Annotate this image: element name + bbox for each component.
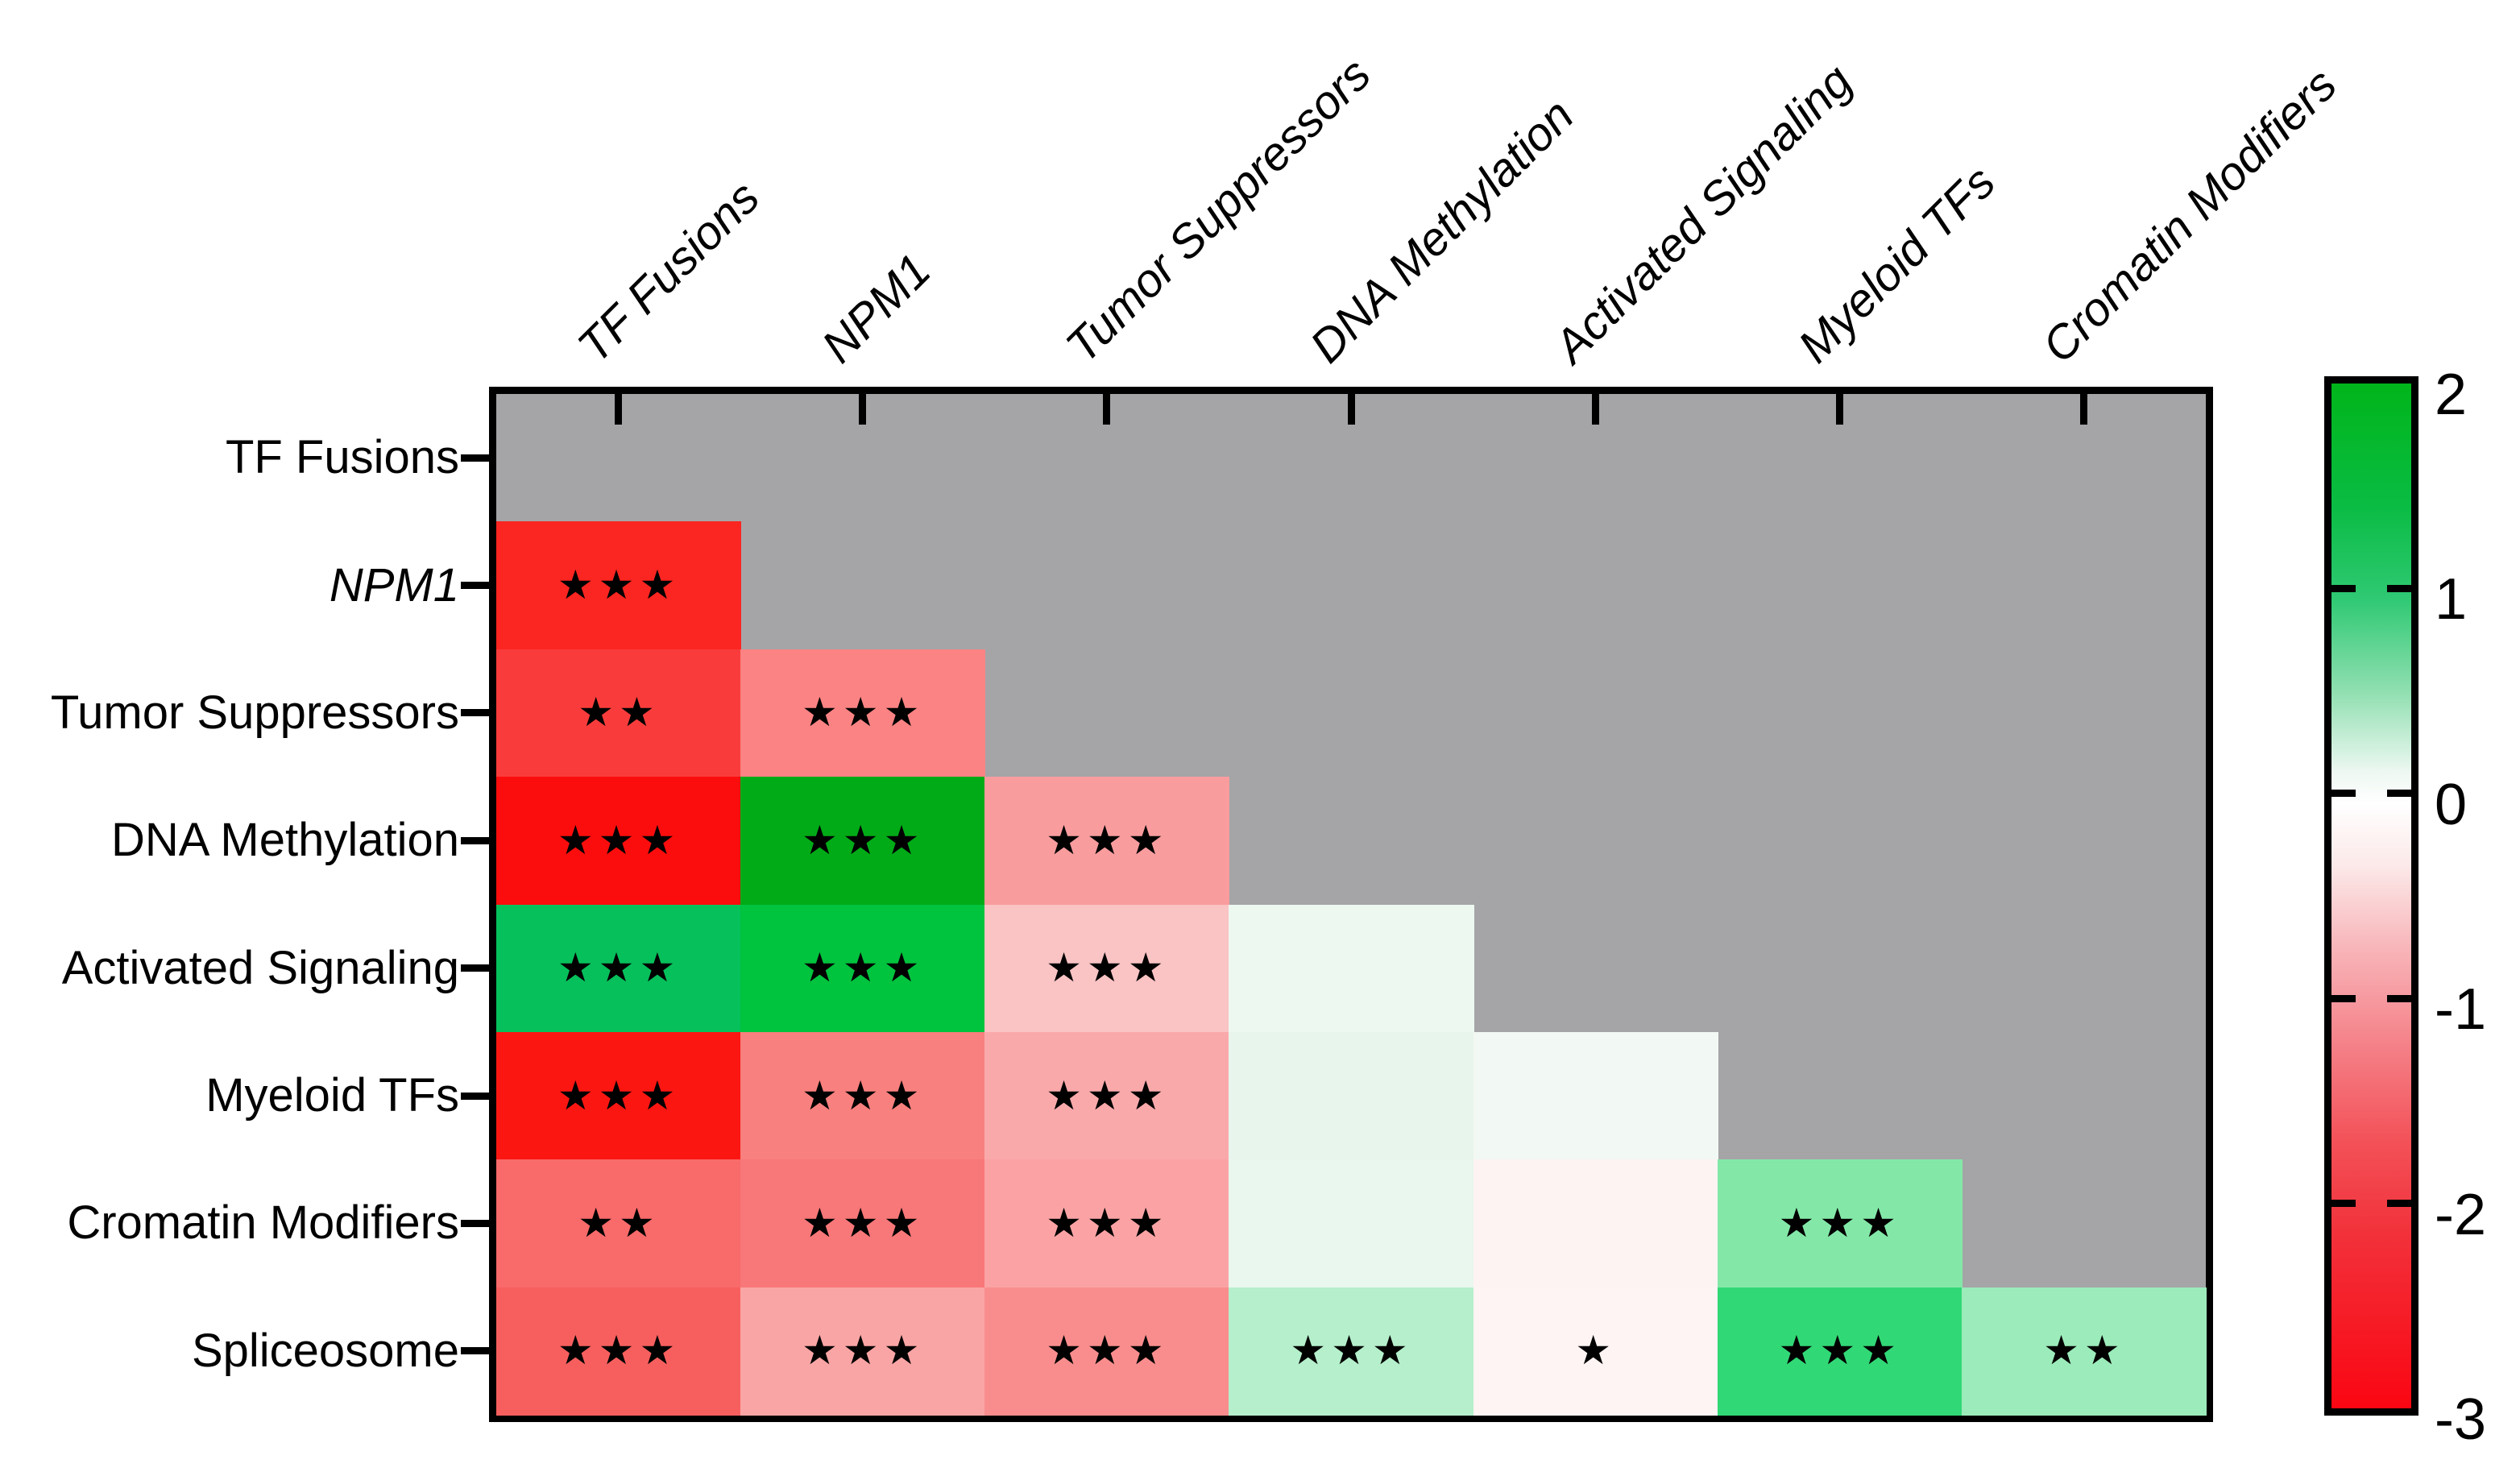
heatmap-cell: ★★★ [984,1031,1230,1161]
significance-stars: ★★★ [1778,1199,1902,1246]
heatmap-cell: ★★★ [1717,1287,1963,1416]
heatmap-cell [1229,904,1474,1033]
heatmap-cell: ★★★ [740,1287,986,1416]
heatmap-cell: ★★★ [984,904,1230,1033]
significance-stars: ★★★ [1046,1072,1169,1119]
colorbar [2324,376,2418,1416]
colorbar-tick [2387,994,2411,1002]
heatmap-cell: ★ [1473,1287,1718,1416]
heatmap-cell: ★★★ [496,904,742,1033]
heatmap-cell: ★★★ [496,521,742,650]
colorbar-tick-label: -2 [2435,1182,2487,1247]
colorbar-tick [2387,1200,2411,1208]
significance-stars: ★★★ [801,1327,925,1375]
heatmap-cell: ★★★ [496,1031,742,1161]
colorbar-tick [2331,584,2356,592]
colorbar-tick-label: 0 [2435,772,2468,837]
row-axis-tick [461,1347,489,1355]
row-label: Cromatin Modifiers [67,1196,459,1250]
significance-stars: ★★★ [1290,1327,1413,1375]
row-label: Activated Signaling [61,941,459,994]
col-label: Myeloid TFs [1788,155,2006,373]
heatmap-cell: ★★★ [984,777,1230,906]
heatmap-cell: ★★★ [740,777,986,906]
row-label: DNA Methylation [111,814,459,867]
col-axis-tick [615,394,623,425]
significance-stars: ★★★ [801,944,925,992]
row-label: NPM1 [329,558,459,612]
heatmap-cell: ★★★ [984,1287,1230,1416]
significance-stars: ★★★ [1046,1327,1169,1375]
colorbar-tick-label: 1 [2435,567,2468,632]
significance-stars: ★ [1575,1327,1617,1375]
colorbar-tick-label: -3 [2435,1387,2487,1452]
heatmap-cell [1473,1031,1718,1161]
row-axis-tick [461,454,489,462]
significance-stars: ★★★ [1778,1327,1902,1375]
significance-stars: ★★ [578,689,660,736]
significance-stars: ★★★ [557,944,681,992]
col-axis-tick [1835,394,1843,425]
significance-stars: ★★★ [801,816,925,864]
row-axis-tick [461,709,489,717]
heatmap-cell [1229,1159,1474,1288]
heatmap-cell: ★★★ [496,777,742,906]
significance-stars: ★★★ [1046,944,1169,992]
heatmap-cell: ★★★ [740,904,986,1033]
row-axis-tick [461,1092,489,1100]
col-axis-tick [1103,394,1111,425]
heatmap-cell [1473,1159,1718,1288]
colorbar-tick [2331,994,2356,1002]
heatmap-cell: ★★★ [984,1159,1230,1288]
significance-stars: ★★★ [801,1199,925,1246]
col-axis-tick [1591,394,1599,425]
row-label: Spliceosome [191,1324,459,1377]
heatmap-cell: ★★★ [1717,1159,1963,1288]
col-label: DNA Methylation [1299,89,1584,373]
col-label: NPM1 [811,243,941,373]
row-label: Myeloid TFs [205,1069,459,1122]
row-axis-tick [461,964,489,972]
significance-stars: ★★★ [557,1072,681,1119]
colorbar-tick [2331,1200,2356,1208]
heatmap-matrix: ★★★ ★★ ★★★ ★★★ ★★★ ★★★ ★★★ ★★★ ★★★ ★★★ ★★★ ★★★ ★★ ★★★… [489,387,2213,1422]
col-axis-tick [2079,394,2087,425]
colorbar-tick-label: 2 [2435,363,2468,427]
row-label: TF Fusions [225,431,459,484]
heatmap-cell: ★★★ [740,1159,986,1288]
heatmap-cell: ★★★ [740,1031,986,1161]
heatmap-cell: ★★★ [1229,1287,1474,1416]
row-axis-tick [461,582,489,590]
significance-stars: ★★★ [1046,816,1169,864]
significance-stars: ★★★ [557,562,681,609]
significance-stars: ★★ [2043,1327,2125,1375]
heatmap-cell: ★★ [1961,1287,2207,1416]
row-label: Tumor Suppressors [50,686,459,739]
significance-stars: ★★★ [557,816,681,864]
col-label: Cromatin Modifiers [2033,58,2348,373]
heatmap-grid: ★★★ ★★ ★★★ ★★★ ★★★ ★★★ ★★★ ★★★ ★★★ ★★★ ★★★ ★★★ ★★ ★★★… [496,394,2207,1416]
significance-stars: ★★ [578,1199,660,1246]
row-axis-tick [461,1219,489,1227]
col-label: TF Fusions [567,171,769,373]
colorbar-tick [2331,790,2356,798]
significance-stars: ★★★ [801,689,925,736]
col-axis-tick [1347,394,1355,425]
significance-stars: ★★★ [1046,1199,1169,1246]
heatmap-cell: ★★ [496,649,742,778]
colorbar-tick [2387,790,2411,798]
significance-stars: ★★★ [557,1327,681,1375]
col-axis-tick [859,394,867,425]
heatmap-cell: ★★ [496,1159,742,1288]
heatmap-cell: ★★★ [496,1287,742,1416]
significance-stars: ★★★ [801,1072,925,1119]
colorbar-tick [2387,584,2411,592]
heatmap-cell [1229,1031,1474,1161]
colorbar-tick-label: -1 [2435,977,2487,1043]
row-axis-tick [461,836,489,844]
heatmap-cell: ★★★ [740,649,986,778]
